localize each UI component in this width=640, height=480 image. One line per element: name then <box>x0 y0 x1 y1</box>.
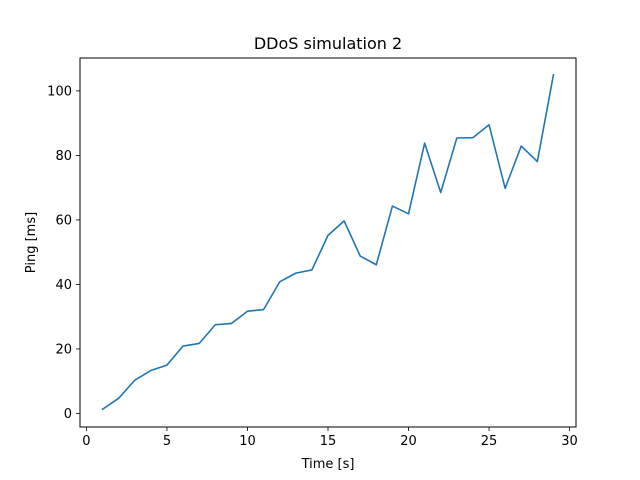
x-tick-label: 0 <box>82 434 90 449</box>
y-axis-ticks: 0 20 40 60 80 100 <box>47 84 80 422</box>
x-tick-label: 30 <box>561 434 578 449</box>
x-tick-label: 5 <box>163 434 171 449</box>
y-axis-label: Ping [ms] <box>24 212 39 273</box>
y-tick-label: 80 <box>55 149 72 164</box>
y-tick-label: 40 <box>55 278 72 293</box>
y-tick-label: 100 <box>47 84 72 99</box>
x-tick-label: 15 <box>320 434 337 449</box>
series-line <box>101 73 555 411</box>
x-tick-label: 25 <box>481 434 498 449</box>
chart-title: DDoS simulation 2 <box>254 34 402 53</box>
x-axis-label: Time [s] <box>301 457 355 472</box>
y-tick-label: 60 <box>55 213 72 228</box>
axes-frame <box>79 57 577 428</box>
y-tick-label: 0 <box>64 407 72 422</box>
x-axis-ticks: 0 5 10 15 20 25 30 <box>82 427 578 449</box>
series-layer <box>101 73 555 411</box>
x-tick-label: 10 <box>239 434 256 449</box>
y-tick-label: 20 <box>55 342 72 357</box>
x-tick-label: 20 <box>400 434 417 449</box>
